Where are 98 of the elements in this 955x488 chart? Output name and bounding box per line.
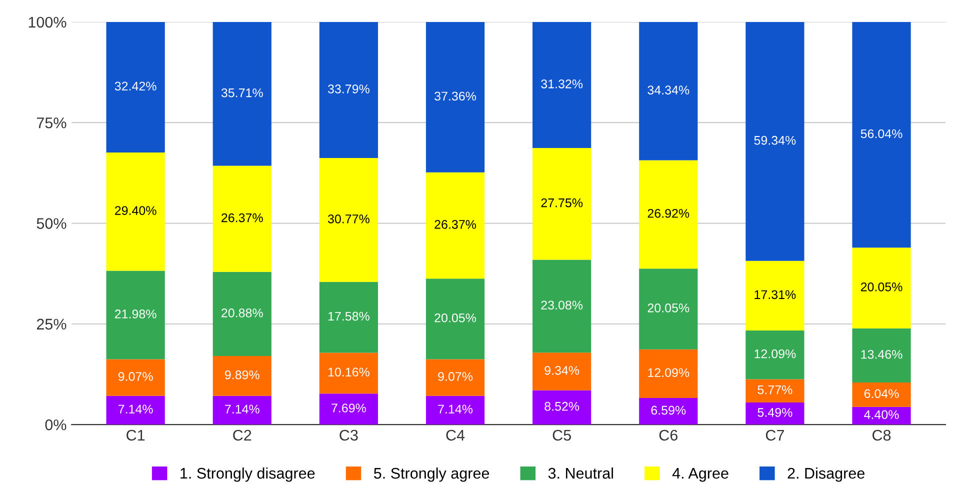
data-label: 7.14% [118,404,153,414]
data-label: 20.05% [434,313,476,322]
data-label: 20.88% [222,308,263,318]
bar [852,406,911,425]
x-tick-label: C1 [126,430,145,441]
bar [852,22,911,248]
data-label: 27.75% [541,198,583,208]
data-label: 20.05% [860,282,902,292]
bar [852,328,911,383]
bar [106,396,165,425]
x-tick-label: C3 [340,430,358,441]
legend-label: 4. Agree [672,468,728,482]
x-tick-label: C2 [233,430,252,441]
bar [532,22,592,148]
data-label: 12.09% [754,349,796,358]
bar [746,402,804,425]
data-label: 7.69% [332,404,366,412]
data-label: 5.49% [758,408,792,417]
bar [639,349,698,398]
bar [212,396,272,425]
bar [639,268,698,350]
data-label: 7.14% [438,404,473,414]
data-label: 9.07% [118,372,153,381]
legend-label: 3. Neutral [548,467,613,479]
bar [746,330,804,380]
data-label: 59.34% [754,136,796,145]
bar [426,396,485,425]
bar [319,22,378,158]
y-tick-label: 0% [45,419,66,430]
bar [319,282,378,353]
bar [212,356,272,396]
data-label: 29.40% [114,206,156,215]
bar [426,172,485,279]
bar [746,379,804,402]
data-label: 56.04% [860,129,902,138]
data-label: 21.98% [114,310,156,318]
bar [212,22,272,166]
bar [319,158,378,282]
bar [106,359,165,396]
legend-label: 1. Strongly disagree [180,467,315,482]
bar [426,22,485,172]
bar [532,260,592,353]
data-label: 9.34% [544,366,580,375]
data-label: 37.36% [434,92,476,101]
y-tick-label: 75% [36,118,66,128]
data-label: 33.79% [328,84,370,94]
data-label: 10.16% [328,368,370,377]
bar [639,160,698,269]
data-label: 20.05% [648,304,690,312]
legend-label: 2. Disagree [788,467,864,482]
bar [746,260,804,331]
y-tick-label: 25% [36,318,66,330]
bar [639,22,698,160]
bar [639,398,698,425]
data-label: 9.89% [224,370,260,380]
legend-label: 5. Strongly agree [374,467,490,482]
data-label: 26.37% [222,213,263,222]
data-label: 6.59% [651,406,686,415]
y-tick-label: 50% [36,218,66,229]
data-label: 31.32% [541,79,583,88]
data-label: 35.71% [221,88,263,98]
data-label: 23.08% [541,300,583,310]
bar [319,394,378,425]
data-label: 26.92% [648,208,690,218]
bar [852,248,911,328]
bar [426,278,485,360]
data-label: 7.14% [225,404,260,414]
bar [106,152,165,271]
data-label: 9.07% [438,372,473,381]
x-tick-label: C7 [766,430,784,441]
data-label: 17.58% [328,312,370,321]
data-label: 34.34% [648,86,690,94]
x-tick-label: C5 [552,430,571,441]
bar [319,352,378,394]
bar [532,390,592,425]
data-label: 17.31% [754,290,796,300]
data-label: 6.04% [864,389,899,398]
data-label: 32.42% [114,82,156,91]
bar [106,22,165,152]
bar [746,22,804,261]
data-label: 13.46% [861,350,902,359]
bar [426,359,485,396]
bar [532,352,592,390]
x-tick-label: C4 [446,430,465,441]
bar [212,272,272,356]
data-label: 4.40% [864,410,899,420]
x-tick-label: C6 [659,430,678,441]
data-label: 26.37% [434,220,476,229]
bar [852,382,911,407]
y-tick-label: 100% [28,16,66,28]
bar [106,270,165,360]
data-label: 12.09% [648,368,690,378]
x-tick-label: C8 [872,430,891,441]
bar [532,148,592,260]
data-label: 8.52% [544,402,580,411]
data-label: 30.77% [328,214,370,224]
data-label: 5.77% [758,385,792,394]
bar [212,166,272,272]
